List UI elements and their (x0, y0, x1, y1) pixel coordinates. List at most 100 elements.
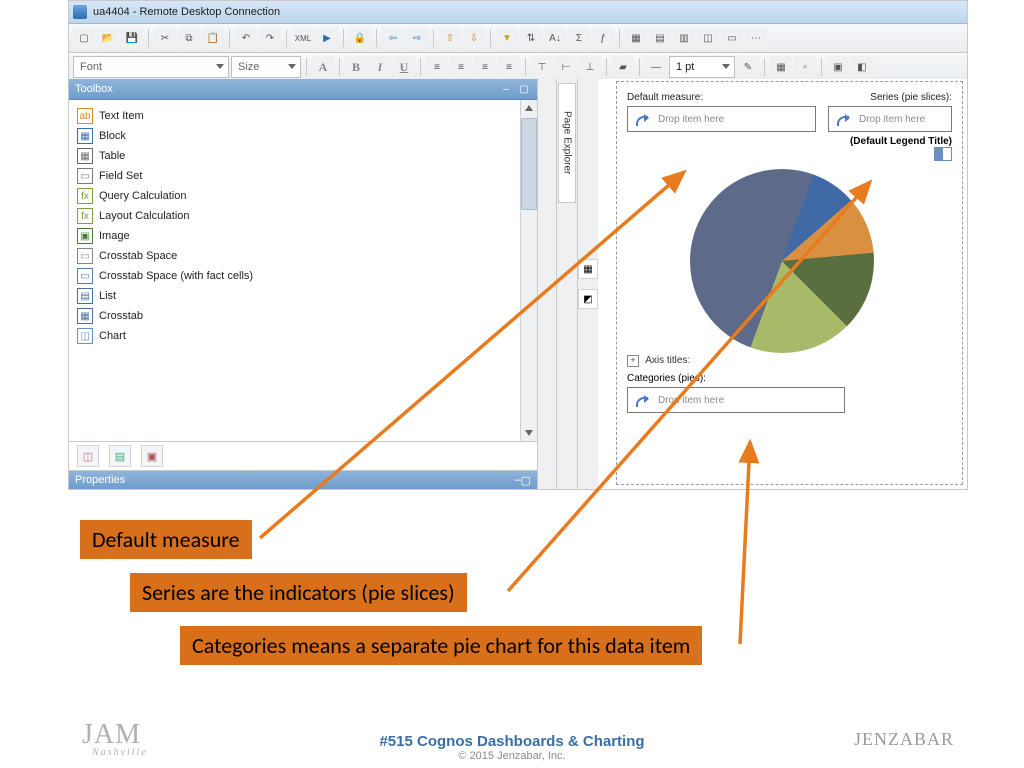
scrollbar[interactable] (520, 100, 537, 441)
toolbox-item[interactable]: ◫Chart (73, 326, 517, 346)
legend-icon (934, 147, 952, 161)
align-justify-icon[interactable]: ≡ (498, 56, 520, 78)
fill-color-icon[interactable]: ▰ (612, 56, 634, 78)
section-icon[interactable]: ▤ (649, 27, 671, 49)
align-left-icon[interactable]: ≡ (426, 56, 448, 78)
pt-label: 1 pt (676, 61, 694, 73)
font-select[interactable]: Font (73, 56, 229, 78)
toolbox-item[interactable]: fxLayout Calculation (73, 206, 517, 226)
summarize-icon[interactable]: Σ (568, 27, 590, 49)
toolbox-item[interactable]: ▦Crosstab (73, 306, 517, 326)
query-explorer-icon[interactable]: ▦ (578, 259, 598, 279)
pie-chart (627, 161, 952, 351)
headers-icon[interactable]: ▥ (673, 27, 695, 49)
series-dropzone[interactable]: Drop item here (828, 106, 952, 132)
align-right-icon[interactable]: ≡ (474, 56, 496, 78)
restore-icon[interactable]: ▢ (521, 474, 531, 487)
series-label: Series (pie slices): (870, 92, 952, 103)
down-icon[interactable]: ⇩ (463, 27, 485, 49)
toolbox-item-label: Layout Calculation (99, 210, 190, 222)
toolbox-item[interactable]: ▣Image (73, 226, 517, 246)
border-width-select[interactable]: 1 pt (669, 56, 735, 78)
categories-dropzone[interactable]: Drop item here (627, 387, 845, 413)
calc-icon[interactable]: ƒ (592, 27, 614, 49)
lock-icon[interactable]: 🔒 (349, 27, 371, 49)
tab-insertable-icon[interactable]: ◫ (77, 445, 99, 467)
align-center-icon[interactable]: ≡ (450, 56, 472, 78)
toolbox-item[interactable]: ▭Crosstab Space (73, 246, 517, 266)
size-placeholder: Size (238, 61, 259, 73)
toolbox-item[interactable]: ▭Field Set (73, 166, 517, 186)
tab-toolbox-icon[interactable]: ▣ (141, 445, 163, 467)
open-icon[interactable]: 📂 (97, 27, 119, 49)
toolbox-item[interactable]: fx Query Calculation (73, 186, 517, 206)
format-toolbar: Font Size A B I U ≡ ≡ ≡ ≡ ⊤ ⊢ ⊥ ▰ — 1 pt… (69, 53, 967, 82)
toolbox-item[interactable]: ▭Crosstab Space (with fact cells) (73, 266, 517, 286)
padding-icon[interactable]: ▫ (794, 56, 816, 78)
more-icon[interactable]: ⋯ (745, 27, 767, 49)
font-color-icon[interactable]: A (312, 56, 334, 78)
toolbox-header: Toolbox – ▢ (69, 79, 537, 100)
default-measure-dropzone[interactable]: Drop item here (627, 106, 816, 132)
toolbox-item-icon: fx (77, 188, 93, 204)
page-explorer-tab-col: Page Explorer (557, 79, 578, 489)
page-icon[interactable]: ▭ (721, 27, 743, 49)
undo-icon[interactable]: ↶ (235, 27, 257, 49)
paste-icon[interactable]: 📋 (202, 27, 224, 49)
toolbox-item[interactable]: ▦Table (73, 146, 517, 166)
redo-icon[interactable]: ↷ (259, 27, 281, 49)
toolbox-item-icon: ▭ (77, 268, 93, 284)
scroll-thumb[interactable] (521, 118, 537, 210)
group-icon[interactable]: ▦ (625, 27, 647, 49)
minimize-icon[interactable]: – (499, 83, 513, 95)
expand-icon[interactable]: + (627, 355, 639, 367)
page-explorer-tab[interactable]: Page Explorer (558, 83, 576, 203)
underline-icon[interactable]: U (393, 56, 415, 78)
axis-titles-label: Axis titles: (645, 355, 690, 366)
style-icon[interactable]: ▣ (827, 56, 849, 78)
nav-prev-icon[interactable]: ⇦ (382, 27, 404, 49)
properties-header: Properties – ▢ (69, 471, 537, 489)
toolbox-item-icon: ▤ (77, 288, 93, 304)
condition-explorer-icon[interactable]: ◩ (578, 289, 598, 309)
jenzabar-logo: JENZABAR (854, 729, 954, 750)
valign-mid-icon[interactable]: ⊢ (555, 56, 577, 78)
cut-icon[interactable]: ✂ (154, 27, 176, 49)
run-icon[interactable]: ▶ (316, 27, 338, 49)
table-border-icon[interactable]: ▦ (770, 56, 792, 78)
italic-icon[interactable]: I (369, 56, 391, 78)
callout-categories: Categories means a separate pie chart fo… (180, 626, 702, 665)
valign-top-icon[interactable]: ⊤ (531, 56, 553, 78)
valign-bot-icon[interactable]: ⊥ (579, 56, 601, 78)
new-icon[interactable]: ▢ (73, 27, 95, 49)
size-select[interactable]: Size (231, 56, 301, 78)
toolbox-item-label: Query Calculation (99, 190, 186, 202)
sort-asc-icon[interactable]: A↓ (544, 27, 566, 49)
border-style-icon[interactable]: — (645, 56, 667, 78)
toolbox-item[interactable]: abText Item (73, 106, 517, 126)
toolbox-item-icon: ◫ (77, 328, 93, 344)
up-icon[interactable]: ⇧ (439, 27, 461, 49)
splitter[interactable] (538, 79, 557, 489)
toolbox-item[interactable]: ▦Block (73, 126, 517, 146)
save-icon[interactable]: 💾 (121, 27, 143, 49)
tab-data-icon[interactable]: ▤ (109, 445, 131, 467)
restore-icon[interactable]: ▢ (517, 83, 531, 95)
toolbox-item[interactable]: ▤List (73, 286, 517, 306)
app-window: ua4404 - Remote Desktop Connection ▢ 📂 💾… (68, 0, 968, 490)
chevron-down-icon (216, 64, 224, 69)
filter-icon[interactable]: ▼ (496, 27, 518, 49)
default-measure-label: Default measure: (627, 92, 703, 103)
border-color-icon[interactable]: ✎ (737, 56, 759, 78)
chart-icon[interactable]: ◫ (697, 27, 719, 49)
scroll-down-icon[interactable] (521, 425, 537, 441)
copy-icon[interactable]: ⧉ (178, 27, 200, 49)
bold-icon[interactable]: B (345, 56, 367, 78)
xml-icon[interactable]: XML (292, 27, 314, 49)
sort-icon[interactable]: ⇅ (520, 27, 542, 49)
scroll-up-icon[interactable] (521, 100, 537, 116)
toolbox-item-icon: ▭ (77, 248, 93, 264)
nav-next-icon[interactable]: ⇨ (406, 27, 428, 49)
axis-titles-row[interactable]: + Axis titles: (627, 355, 952, 367)
palette-icon[interactable]: ◧ (851, 56, 873, 78)
